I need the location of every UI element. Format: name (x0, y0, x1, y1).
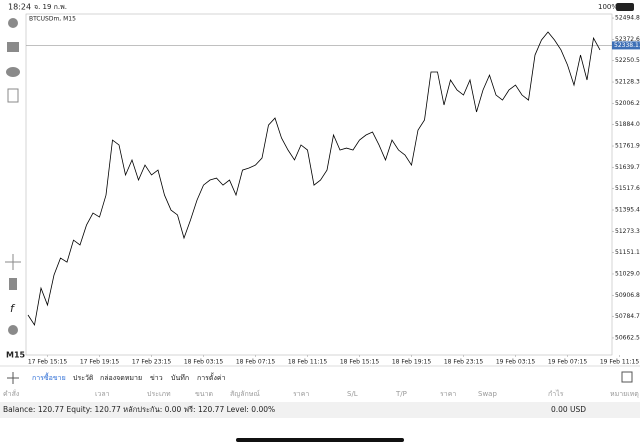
y-tick-label: 52006.20 (615, 100, 640, 107)
column-header: ขนาด (195, 390, 213, 398)
home-indicator (236, 438, 404, 442)
account-summary: Balance: 120.77 Equity: 120.77 หลักประกั… (3, 405, 275, 414)
status-time: 18:24 (8, 3, 31, 12)
y-tick-label: 52250.50 (615, 57, 640, 64)
crosshair-icon[interactable] (5, 254, 21, 270)
x-tick-label: 19 Feb 07:15 (548, 359, 588, 366)
column-header: ราคา (440, 390, 456, 398)
x-tick-label: 18 Feb 19:15 (392, 359, 432, 366)
x-tick-label: 17 Feb 15:15 (28, 359, 68, 366)
new-icon[interactable] (7, 88, 19, 103)
column-header: คำสั่ง (3, 389, 19, 398)
y-tick-label: 52494.80 (615, 15, 640, 22)
tab[interactable]: การซื้อขาย (32, 371, 66, 382)
y-tick-label: 50662.55 (615, 334, 640, 341)
status-date: จ. 19 ก.พ. (34, 3, 67, 11)
y-tick-label: 51029.00 (615, 270, 640, 277)
y-tick-label: 50906.85 (615, 292, 640, 299)
column-header: กำไร (548, 389, 564, 398)
indicator-icon[interactable]: f (10, 302, 16, 315)
column-header: เวลา (95, 390, 110, 398)
column-header: ประเภท (147, 390, 171, 398)
y-tick-label: 51517.60 (615, 185, 640, 192)
x-tick-label: 18 Feb 11:15 (288, 359, 328, 366)
left-toolbar: f (5, 18, 21, 335)
tab[interactable]: บันทึก (171, 373, 189, 382)
layout-button[interactable] (621, 371, 633, 383)
x-tick-label: 18 Feb 15:15 (340, 359, 380, 366)
current-price-box (612, 41, 640, 50)
y-tick-label: 51761.90 (615, 143, 640, 150)
x-tick-label: 18 Feb 03:15 (184, 359, 224, 366)
chart-title: BTCUSDm, M15 (29, 16, 76, 23)
tab[interactable]: ประวัติ (73, 374, 94, 382)
x-tick-label: 19 Feb 03:15 (496, 359, 536, 366)
chart: 52494.80 52372.65 52250.50 52128.35 52006.20… (26, 15, 640, 366)
y-tick-label: 52128.35 (615, 79, 640, 86)
column-header: หมายเหตุ (610, 390, 639, 398)
account-row (0, 402, 640, 418)
y-tick-label: 51273.30 (615, 228, 640, 235)
column-header: S/L (347, 390, 358, 398)
current-price-label: 52338.11 (614, 42, 640, 49)
objects-icon[interactable] (8, 325, 18, 335)
x-tick-label: 18 Feb 23:15 (444, 359, 484, 366)
trade-icon[interactable] (7, 42, 19, 52)
tabs: การซื้อขาย ประวัติ กล่องจดหมาย ข่าว บันทึก กา… (32, 371, 226, 382)
chat-icon[interactable] (6, 67, 20, 77)
tab[interactable]: การตั้งค่า (197, 371, 226, 382)
timeframe[interactable]: M15 (6, 351, 26, 360)
account-profit: 0.00 (551, 405, 568, 414)
add-button[interactable] (7, 372, 19, 384)
account-icon[interactable] (8, 18, 18, 28)
column-headers: คำสั่ง เวลา ประเภท ขนาด สัญลักษณ์ ราคา S/L T/P ร… (3, 389, 639, 398)
tab[interactable]: กล่องจดหมาย (100, 374, 142, 382)
column-header: สัญลักษณ์ (230, 390, 260, 398)
x-tick-label: 18 Feb 07:15 (236, 359, 276, 366)
y-tick-label: 51884.05 (615, 121, 640, 128)
price-line (27, 31, 601, 327)
x-tick-label: 17 Feb 23:15 (132, 359, 172, 366)
tab[interactable]: ข่าว (150, 374, 163, 382)
column-header: Swap (478, 390, 497, 398)
status-battery: 100% (598, 3, 618, 11)
y-tick-label: 50784.70 (615, 313, 640, 320)
candles-icon[interactable] (9, 278, 17, 290)
x-tick-label: 17 Feb 19:15 (80, 359, 120, 366)
plot-frame (25, 13, 613, 356)
y-tick-label: 51151.15 (615, 249, 640, 256)
y-tick-label: 51639.75 (615, 164, 640, 171)
x-tick-label: 19 Feb 11:15 (600, 359, 640, 366)
battery-icon (616, 3, 634, 11)
y-tick-label: 51395.45 (615, 207, 640, 214)
column-header: ราคา (293, 390, 309, 398)
column-header: T/P (395, 390, 407, 398)
y-tick-label: 52372.65 (615, 36, 640, 43)
account-currency: USD (570, 405, 586, 414)
